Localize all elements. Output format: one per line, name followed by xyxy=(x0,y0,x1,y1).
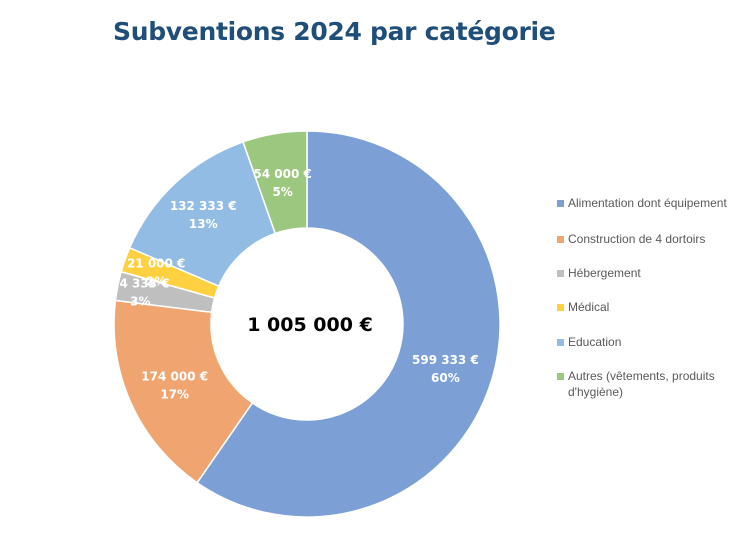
slice-value-label: 24 333 € xyxy=(111,276,169,290)
legend-swatch xyxy=(557,270,564,277)
center-total-label: 1 005 000 € xyxy=(247,314,373,336)
slice-percent-label: 60% xyxy=(431,371,460,385)
legend-swatch xyxy=(557,304,564,311)
slice-percent-label: 3% xyxy=(130,294,150,308)
slice-percent-label: 13% xyxy=(189,217,218,231)
donut-labels: 599 333 € 60% 174 000 € 17% 24 333 € 3% 21 000… xyxy=(111,167,479,401)
donut-slice-autres-vetements-produits-d-hygiene xyxy=(242,130,308,235)
legend-label: Alimentation dont équipement xyxy=(568,196,727,210)
legend-label: Médical xyxy=(568,300,610,314)
slice-value-label: 174 000 € xyxy=(141,369,208,383)
legend-swatch xyxy=(557,339,564,346)
legend-swatch xyxy=(557,373,564,380)
slice-value-label: 54 000 € xyxy=(253,167,311,181)
legend-swatch xyxy=(557,236,564,243)
slice-percent-label: 5% xyxy=(272,185,292,199)
legend-label: Education xyxy=(568,335,622,349)
legend-label: Hébergement xyxy=(568,266,641,280)
legend-label: Construction de 4 dortoirs xyxy=(568,232,706,246)
slice-value-label: 599 333 € xyxy=(412,353,479,367)
slice-percent-label: 2% xyxy=(146,275,166,289)
donut-slice-alimentation-dont-equipement xyxy=(196,130,501,518)
slice-value-label: 132 333 € xyxy=(170,199,237,213)
legend-label: Autres (vêtements, produits d'hygiène) xyxy=(568,369,715,399)
slice-percent-label: 17% xyxy=(160,387,189,401)
legend-swatch xyxy=(557,200,564,207)
slice-value-label: 21 000 € xyxy=(127,257,185,271)
donut-segments xyxy=(113,130,501,518)
chart-title: Subventions 2024 par catégorie xyxy=(113,17,556,46)
donut-slice-construction-de-4-dortoirs xyxy=(113,299,254,484)
